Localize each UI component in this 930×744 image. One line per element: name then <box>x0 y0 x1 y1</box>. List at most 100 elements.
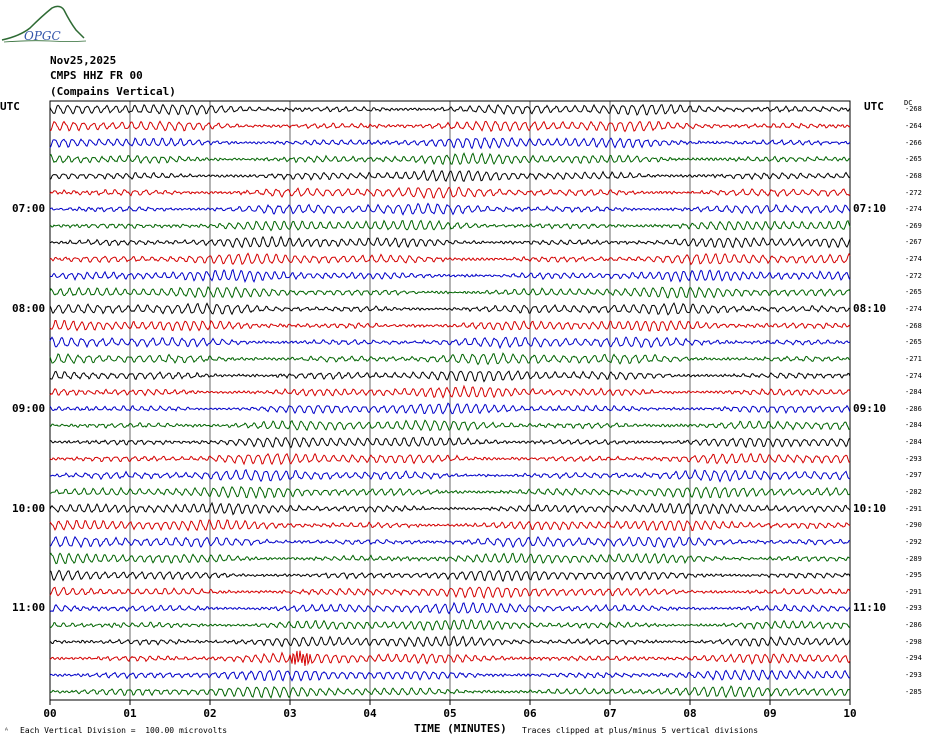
trace-row-9 <box>49 252 851 266</box>
scale-note: Each Vertical Division = 100.00 microvol… <box>20 726 228 735</box>
trace-row-24 <box>49 501 851 516</box>
left-hour-label: 10:00 <box>12 501 46 515</box>
dc-offset-label: -284 <box>905 438 922 447</box>
logo-text: OPGC <box>24 29 61 43</box>
trace-row-29 <box>49 586 851 600</box>
x-axis: 00 01 02 03 04 05 06 07 08 09 10 <box>43 700 857 720</box>
dc-offset-label: -272 <box>905 271 922 280</box>
station-location: (Compains Vertical) <box>50 85 176 98</box>
trace-row-15 <box>49 352 851 366</box>
trace-row-3 <box>49 152 851 166</box>
left-hour-label: 09:00 <box>12 401 46 415</box>
trace-row-4 <box>49 169 851 182</box>
x-tick-label: 07 <box>603 707 616 720</box>
x-tick-label: 06 <box>523 707 537 720</box>
x-tick-label: 01 <box>123 707 137 720</box>
seismic-traces <box>49 103 851 699</box>
dc-offset-label: -264 <box>905 121 922 130</box>
footer-icon: ᴬ <box>4 726 9 735</box>
trace-row-16 <box>49 370 851 383</box>
dc-offset-label: -295 <box>905 571 922 580</box>
left-timezone-label: UTC <box>0 100 20 113</box>
dc-header-label: DC <box>904 99 913 107</box>
trace-row-26 <box>49 535 851 549</box>
dc-offset-label: -290 <box>905 521 922 530</box>
trace-row-30 <box>49 601 851 615</box>
left-hour-label: 11:00 <box>12 601 46 615</box>
dc-offset-label: -265 <box>905 338 922 347</box>
opgc-logo: OPGC <box>1 5 87 43</box>
x-tick-label: 09 <box>763 707 776 720</box>
right-hour-label: 11:10 <box>853 601 887 615</box>
trace-row-28 <box>49 569 851 583</box>
dc-offset-label: -265 <box>905 288 922 297</box>
clip-note: Traces clipped at plus/minus 5 vertical … <box>522 726 759 735</box>
dc-offset-label: -286 <box>905 404 922 413</box>
right-hour-label: 10:10 <box>853 501 887 515</box>
trace-row-8 <box>49 235 851 249</box>
right-hour-label: 09:10 <box>853 401 887 415</box>
dc-offset-label: -272 <box>905 188 922 197</box>
dc-offset-label: -269 <box>905 221 922 230</box>
trace-row-25 <box>49 519 851 532</box>
dc-offset-label: -274 <box>905 205 922 214</box>
dc-offset-label: -293 <box>905 454 922 463</box>
x-tick-label: 03 <box>283 707 296 720</box>
logo-mountain-icon <box>1 5 85 41</box>
dc-offset-label: -297 <box>905 471 922 480</box>
trace-row-12 <box>49 302 851 316</box>
x-tick-label: 10 <box>843 707 856 720</box>
dc-offset-label: -274 <box>905 255 922 264</box>
dc-offset-label: -291 <box>905 587 922 596</box>
dc-offset-label: -289 <box>905 554 922 563</box>
right-hour-label: 07:10 <box>853 202 887 216</box>
trace-row-35 <box>49 685 851 699</box>
trace-row-2 <box>49 137 851 150</box>
plot-grid <box>49 100 851 701</box>
dc-offset-label: -286 <box>905 621 922 630</box>
trace-row-5 <box>49 186 851 199</box>
trace-row-1 <box>49 120 851 133</box>
dc-offset-label: -285 <box>905 687 922 696</box>
dc-offset-label: -266 <box>905 138 922 147</box>
dc-offset-label: -271 <box>905 354 922 363</box>
x-tick-label: 02 <box>203 707 216 720</box>
dc-offset-label: -294 <box>905 654 922 663</box>
dc-offset-label: -274 <box>905 304 922 313</box>
dc-offset-label: -268 <box>905 105 922 114</box>
dc-offset-label: -293 <box>905 604 922 613</box>
trace-row-19 <box>49 419 851 432</box>
x-tick-label: 08 <box>683 707 696 720</box>
x-axis-title: TIME (MINUTES) <box>414 722 507 735</box>
dc-offset-label: -268 <box>905 321 922 330</box>
trace-row-11 <box>49 285 851 299</box>
dc-offset-label: -282 <box>905 488 922 496</box>
dc-offset-label: -274 <box>905 371 922 380</box>
left-hour-label: 08:00 <box>12 301 46 315</box>
trace-row-20 <box>49 436 851 449</box>
trace-row-10 <box>49 268 851 283</box>
plot-date: Nov25,2025 <box>50 54 117 67</box>
trace-row-32 <box>49 635 851 648</box>
trace-row-27 <box>49 552 851 565</box>
dc-offset-label: -284 <box>905 388 922 397</box>
right-timezone-label: UTC <box>864 100 884 113</box>
trace-row-18 <box>49 402 851 415</box>
dc-offset-label: -293 <box>905 671 922 680</box>
dc-offset-label: -298 <box>905 637 922 646</box>
trace-row-33 <box>49 650 851 667</box>
trace-row-22 <box>49 468 851 483</box>
dc-offset-label: -265 <box>905 155 922 164</box>
trace-row-14 <box>49 336 851 350</box>
x-tick-label: 00 <box>43 707 56 720</box>
trace-row-13 <box>49 319 851 332</box>
left-hour-label: 07:00 <box>12 202 46 216</box>
trace-row-0 <box>49 103 851 116</box>
dc-offset-label: -291 <box>905 504 922 513</box>
dc-offset-label: -284 <box>905 421 922 430</box>
x-tick-label: 05 <box>443 707 456 720</box>
dc-offset-label: -268 <box>905 171 922 180</box>
trace-row-17 <box>49 384 851 399</box>
station-code: CMPS HHZ FR 00 <box>50 69 143 82</box>
